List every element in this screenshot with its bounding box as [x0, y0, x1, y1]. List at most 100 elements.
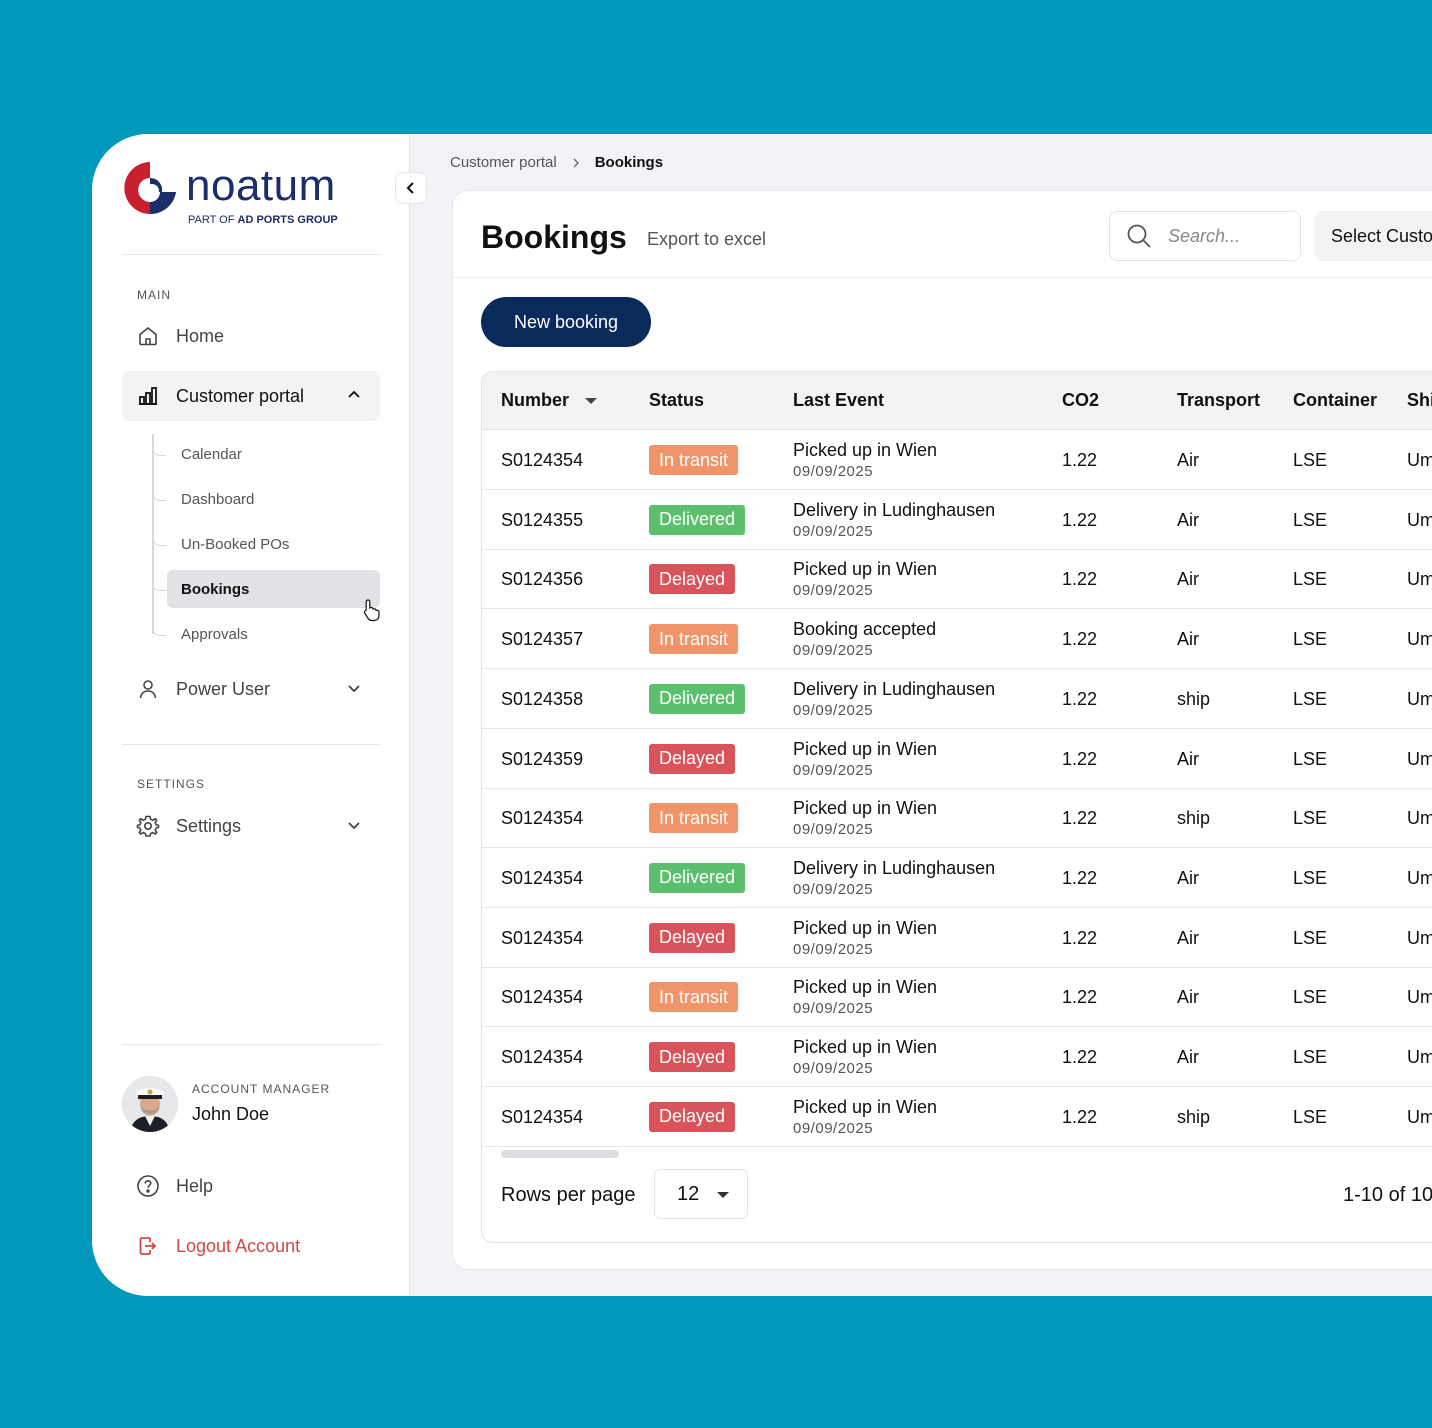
container-value: LSE — [1293, 450, 1328, 470]
logout-link[interactable]: Logout Account — [136, 1234, 300, 1258]
last-event-date: 09/09/2025 — [793, 522, 874, 540]
new-booking-button[interactable]: New booking — [481, 297, 651, 347]
breadcrumb-parent[interactable]: Customer portal — [450, 154, 557, 171]
co2-value: 1.22 — [1062, 629, 1098, 650]
booking-number[interactable]: S0124354 — [501, 1106, 584, 1127]
table-row[interactable]: S0124357 In transit Booking accepted 09/09/… — [482, 609, 1432, 670]
table-row[interactable]: S0124354 In transit Picked up in Wien 09/09… — [482, 967, 1432, 1028]
last-event-title: Picked up in Wien — [793, 440, 938, 460]
container-value: LSE — [1293, 509, 1328, 530]
nav-power-user[interactable]: Power User — [122, 664, 380, 714]
last-event-date: 09/09/2025 — [793, 761, 874, 779]
select-customer-dropdown[interactable]: Select Custo — [1315, 211, 1432, 261]
sub-item-unbooked-pos[interactable]: Un-Booked POs — [181, 535, 290, 553]
ship-value: Um — [1407, 509, 1432, 530]
status-badge: In transit — [649, 445, 739, 475]
rows-per-page-value: 12 — [677, 1182, 700, 1205]
nav-home[interactable]: Home — [122, 311, 380, 361]
table-row[interactable]: S0124356 Delayed Picked up in Wien 09/09/20… — [482, 549, 1432, 610]
column-header-co2[interactable]: CO2 — [1062, 390, 1100, 410]
transport-value: Air — [1177, 927, 1199, 948]
nav-settings[interactable]: Settings — [122, 801, 380, 851]
column-header-number[interactable]: Number — [501, 390, 598, 411]
search-icon — [1127, 224, 1151, 248]
status-badge: In transit — [649, 803, 739, 834]
transport-value: Air — [1177, 748, 1199, 769]
booking-number[interactable]: S0124357 — [501, 629, 584, 650]
divider — [122, 744, 381, 745]
table-row[interactable]: S0124355 Delivered Delivery in Ludinghause… — [482, 490, 1432, 550]
co2-value: 1.22 — [1062, 748, 1098, 769]
table-row[interactable]: S0124354 Delivered Delivery in Ludinghause… — [482, 848, 1432, 908]
caret-down-icon — [717, 1192, 729, 1198]
section-label-settings: SETTINGS — [137, 777, 206, 791]
table-row[interactable]: S0124354 Delayed Picked up in Wien 09/09/20… — [482, 1027, 1432, 1087]
booking-number[interactable]: S0124354 — [501, 987, 584, 1008]
ship-value: Um — [1407, 748, 1432, 769]
last-event-title: Booking accepted — [793, 619, 937, 640]
avatar — [122, 1076, 178, 1132]
transport-value: ship — [1177, 808, 1211, 829]
co2-value: 1.22 — [1062, 808, 1098, 829]
status-badge: Delayed — [649, 743, 736, 774]
booking-number[interactable]: S0124355 — [501, 509, 584, 530]
ship-value: Um — [1407, 1106, 1432, 1127]
tree-branch — [152, 440, 166, 456]
collapse-sidebar-button[interactable] — [395, 172, 427, 204]
booking-number[interactable]: S0124354 — [501, 1047, 584, 1067]
container-value: LSE — [1293, 688, 1328, 709]
horizontal-scrollbar[interactable] — [501, 1150, 619, 1158]
sub-item-dashboard[interactable]: Dashboard — [181, 490, 255, 508]
column-header-ship[interactable]: Shi — [1407, 390, 1432, 410]
last-event-title: Delivery in Ludinghausen — [793, 857, 996, 878]
table-row[interactable]: S0124358 Delivered Delivery in Ludinghause… — [482, 669, 1432, 729]
account-manager[interactable]: ACCOUNT MANAGER John Doe — [122, 1074, 380, 1134]
home-icon — [136, 324, 160, 348]
chevron-up-icon — [348, 390, 360, 398]
transport-value: ship — [1177, 688, 1211, 709]
booking-number[interactable]: S0124354 — [501, 450, 584, 470]
last-event-title: Picked up in Wien — [793, 1096, 938, 1117]
logo[interactable]: noatum PART OF AD PORTS GROUP — [122, 158, 352, 228]
booking-number[interactable]: S0124358 — [501, 688, 584, 709]
table-row[interactable]: S0124359 Delayed Picked up in Wien 09/09/20… — [482, 729, 1432, 789]
sort-down-icon — [585, 398, 598, 405]
column-header-last-event[interactable]: Last Event — [793, 390, 885, 410]
column-header-container[interactable]: Container — [1293, 390, 1378, 410]
table-row[interactable]: S0124354 Delayed Picked up in Wien 09/09/20… — [482, 908, 1432, 968]
chart-bars-icon — [136, 384, 160, 408]
status-badge: In transit — [649, 982, 739, 1013]
nav-home-label: Home — [176, 325, 225, 346]
nav-customer-portal[interactable]: Customer portal — [122, 371, 380, 421]
last-event-date: 09/09/2025 — [793, 940, 874, 958]
booking-number[interactable]: S0124356 — [501, 569, 584, 590]
status-badge: Delayed — [649, 564, 736, 595]
search-input[interactable]: Search... — [1109, 211, 1301, 261]
rows-per-page-select[interactable]: 12 — [654, 1169, 748, 1219]
export-to-excel-link[interactable]: Export to excel — [647, 229, 767, 249]
last-event-date: 09/09/2025 — [793, 642, 874, 660]
column-header-status[interactable]: Status — [649, 390, 705, 410]
status-badge: In transit — [649, 624, 739, 655]
sub-item-calendar[interactable]: Calendar — [181, 445, 242, 463]
table-row[interactable]: S0124354 Delayed Picked up in Wien 09/09/20… — [482, 1087, 1432, 1147]
ship-value: Um — [1407, 1047, 1432, 1067]
sub-item-approvals[interactable]: Approvals — [181, 625, 248, 643]
tree-line — [152, 434, 154, 634]
transport-value: ship — [1177, 1106, 1211, 1127]
booking-number[interactable]: S0124354 — [501, 867, 584, 888]
nav-settings-label: Settings — [176, 815, 242, 836]
breadcrumb-current: Bookings — [594, 154, 664, 171]
table-row[interactable]: S0124354 In transit Picked up in Wien 09/09… — [482, 788, 1432, 849]
breadcrumb: Customer portal Bookings — [450, 154, 663, 171]
help-link[interactable]: Help — [136, 1174, 213, 1198]
help-label: Help — [176, 1175, 214, 1196]
column-header-transport[interactable]: Transport — [1177, 390, 1261, 410]
booking-number[interactable]: S0124354 — [501, 808, 584, 829]
booking-number[interactable]: S0124359 — [501, 748, 584, 769]
table-row[interactable]: S0124354 In transit Picked up in Wien 09/09… — [482, 430, 1432, 490]
last-event-date: 09/09/2025 — [793, 821, 874, 839]
last-event-title: Picked up in Wien — [793, 1037, 938, 1057]
booking-number[interactable]: S0124354 — [501, 927, 584, 948]
sub-item-bookings[interactable]: Bookings — [167, 570, 380, 608]
